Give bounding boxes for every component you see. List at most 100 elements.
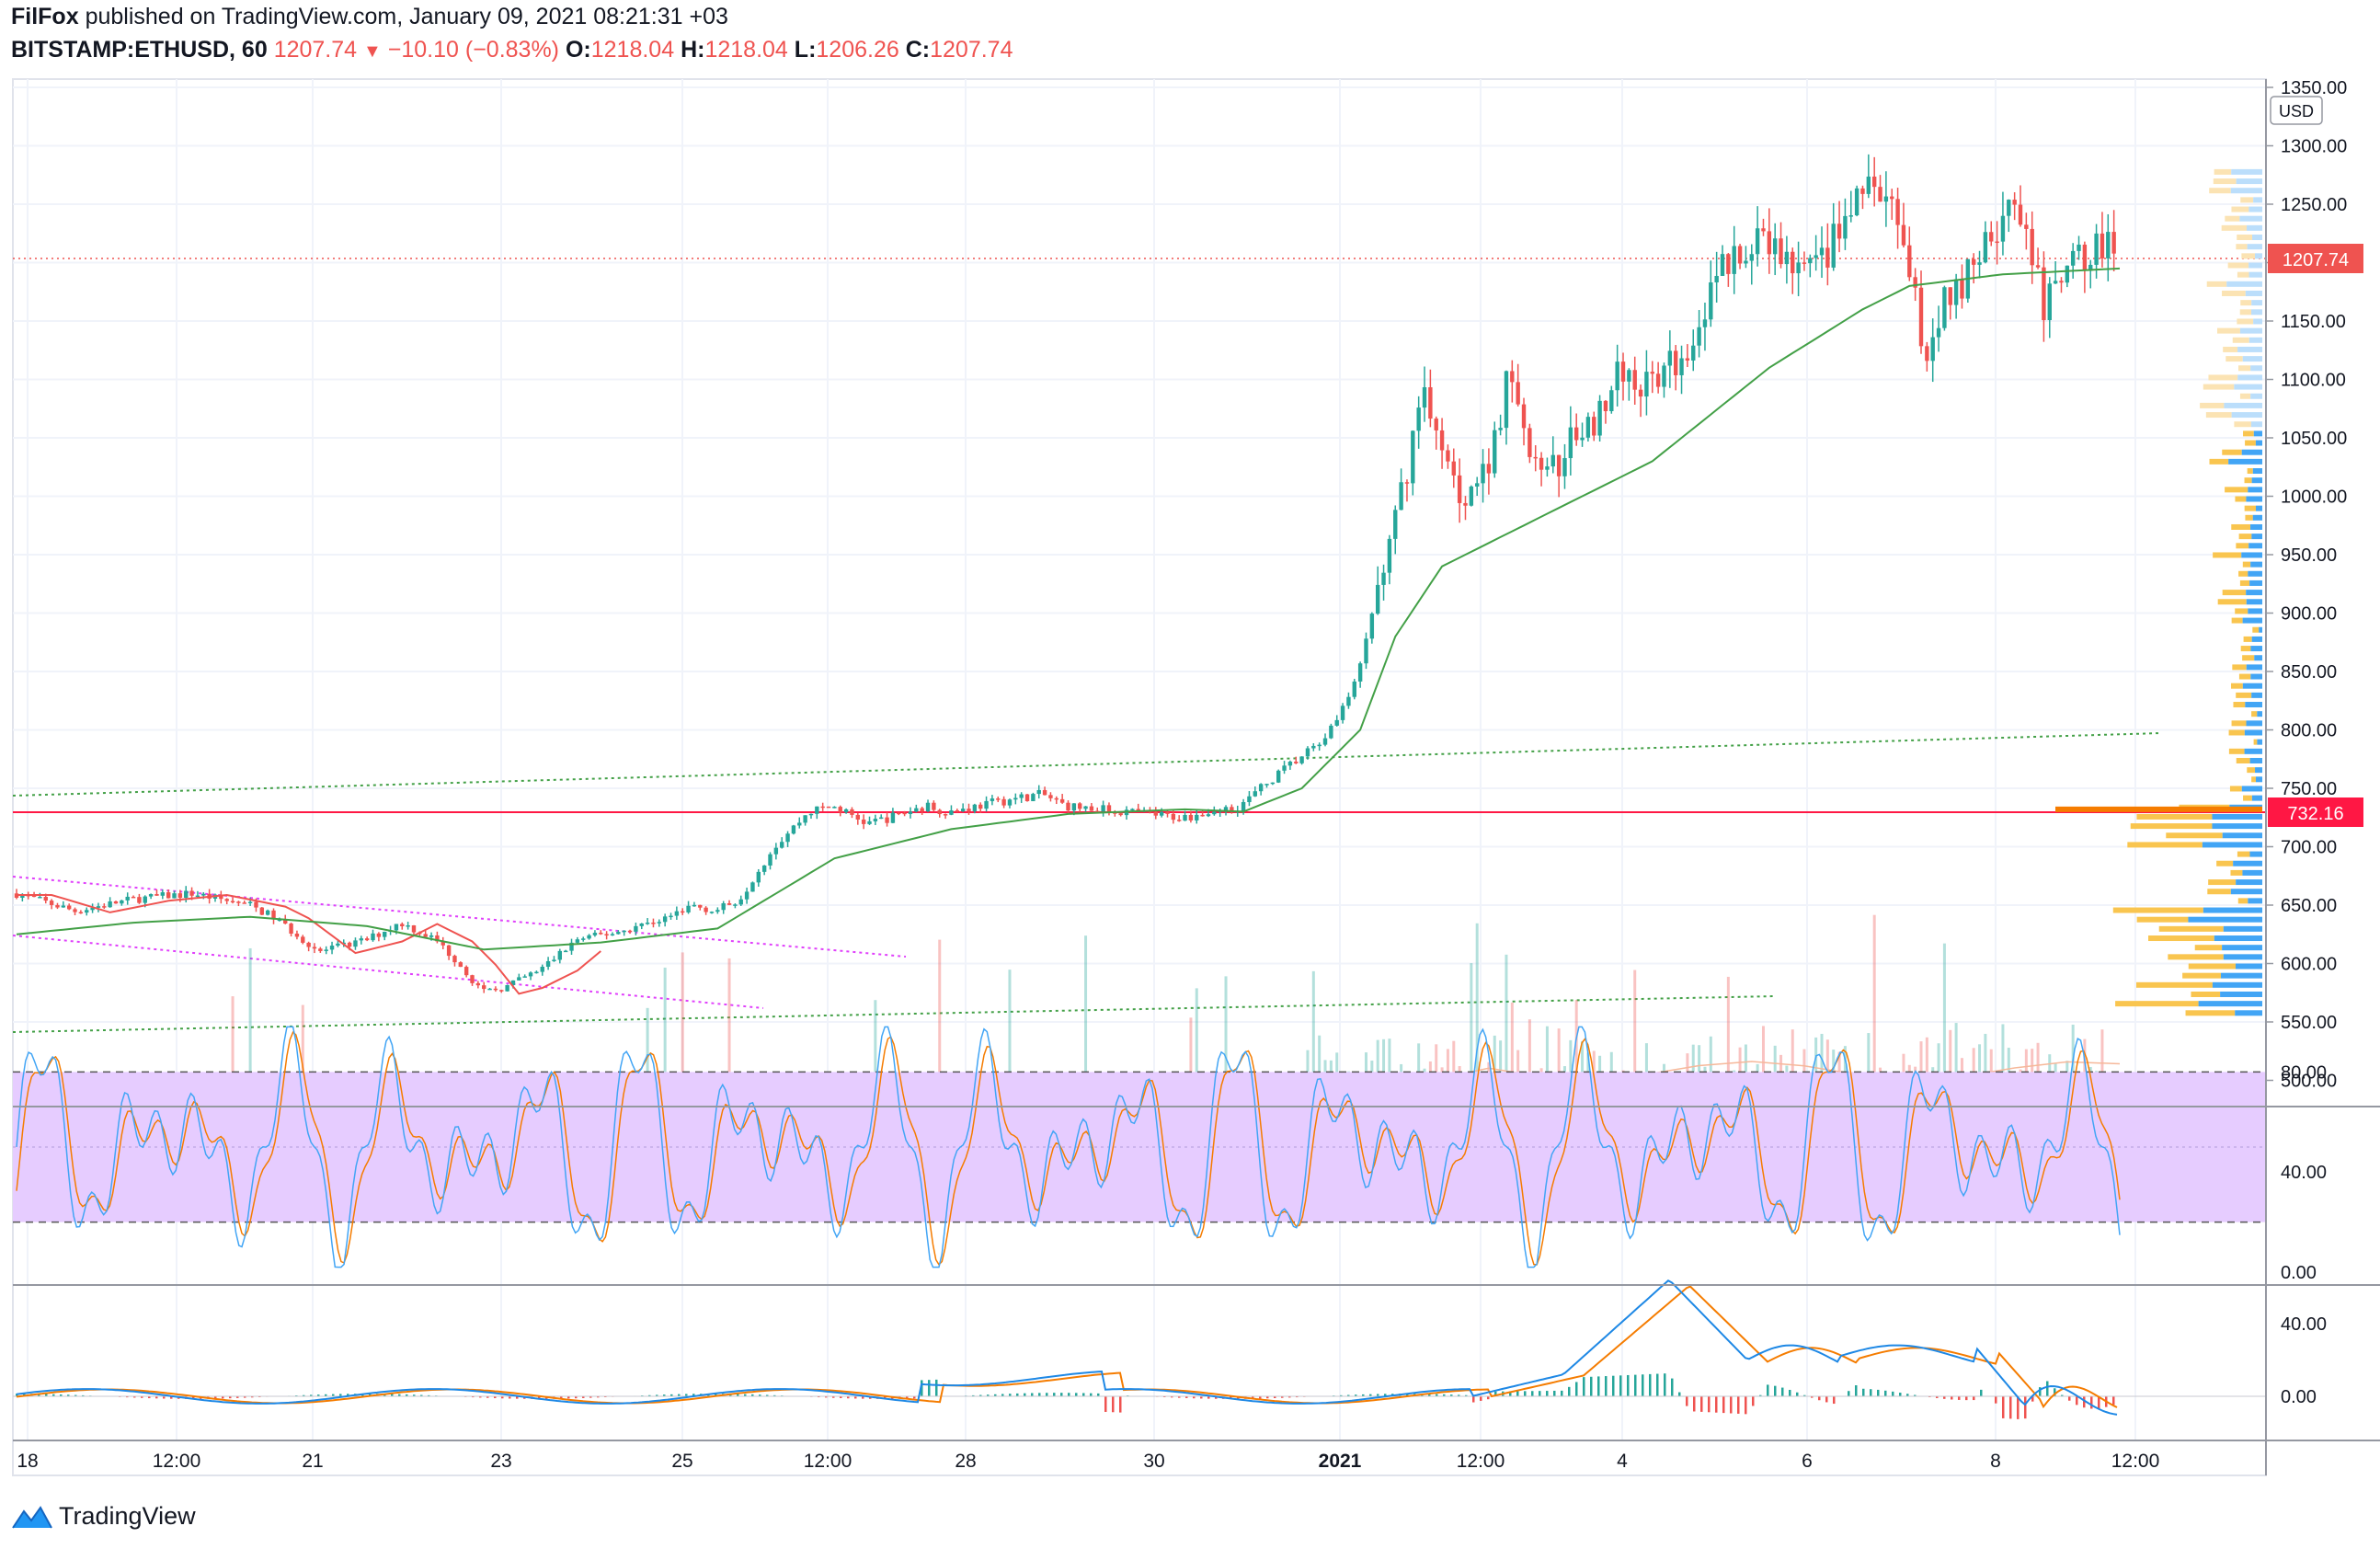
vp-down-bar [2231,523,2251,530]
vp-up-bar [2223,954,2262,960]
candle-body [1024,794,1030,801]
macd-hist-bar [1060,1393,1063,1396]
price-tick-label: 950.00 [2281,545,2337,566]
vp-up-bar [2231,168,2262,175]
pattern-lines [12,258,2266,1033]
vp-down-bar [2208,879,2237,886]
candle-body [470,975,475,983]
candle-body [1381,572,1386,585]
vp-up-bar [2249,757,2262,763]
macd-hist-bar [1958,1396,1961,1400]
macd-hist-bar [52,1394,55,1396]
candle-body [785,833,790,843]
vp-up-bar [2259,626,2262,633]
vp-up-bar [2233,860,2262,866]
candle-body [131,896,136,899]
macd-hist-bar [1104,1396,1107,1412]
candle-body [2111,232,2116,254]
vp-down-bar [2243,795,2252,801]
vp-up-bar [2212,981,2262,988]
vp-down-bar [2158,925,2224,932]
candle-body [820,806,825,809]
vp-down-bar [2194,945,2223,951]
candle-body [1983,232,1988,263]
vp-down-bar [2231,683,2243,689]
volume-bar [1872,914,1876,1104]
grid [13,79,2266,1440]
macd-hist-bar [1936,1396,1939,1398]
volume-bar [663,967,667,1104]
vp-up-bar [2255,767,2262,774]
candle-body [727,902,732,905]
candle-body [604,934,609,935]
candle-body [219,894,223,900]
vp-up-bar [2242,869,2262,876]
vp-up-bar [2256,505,2262,511]
candle-body [721,902,726,911]
volume-bar [1925,1037,1928,1104]
tradingview-logo-icon [12,1506,52,1529]
candle-body [1726,254,1731,274]
candle-body [634,925,638,932]
tradingview-logo[interactable]: TradingView [11,1497,196,1534]
macd-hist-bar [567,1396,570,1399]
macd-hist-bar [1700,1396,1703,1412]
macd-hist-bar [906,1396,909,1399]
price-axis[interactable]: 1350.001300.001250.001200.001150.001100.… [2266,78,2347,1092]
vp-up-bar [2246,720,2262,727]
price-tick-label: 1000.00 [2281,488,2347,508]
candle-body [1603,400,1608,411]
candle-body [1375,584,1380,614]
candle-body [1387,538,1392,573]
macd-hist-bar [2083,1396,2086,1408]
price-tick-label: 500.00 [2281,1072,2337,1092]
price-tick-label: 750.00 [2281,779,2337,799]
candle-body [294,933,300,937]
candle-body [1948,287,1952,305]
symbol-name[interactable]: BITSTAMP:ETHUSD, 60 [11,37,268,63]
macd-hist-bar [509,1396,511,1399]
macd-hist-bar [1877,1389,1880,1396]
candle-body [761,865,767,872]
vp-down-bar [2214,168,2232,175]
currency-badge[interactable] [2270,96,2323,125]
price-tick-label: 900.00 [2281,604,2337,625]
candle-body [943,814,948,816]
candle-body [1749,254,1754,261]
vp-down-bar [2253,739,2258,745]
candle-body [1510,371,1515,383]
candle-body [1078,803,1082,809]
candle-body [148,894,154,897]
vp-down-bar [2229,786,2242,792]
macd-hist-bar [1458,1394,1460,1396]
vp-down-bar [2231,720,2247,727]
vp-up-bar [2235,1010,2262,1016]
candle-body [1667,350,1673,366]
vp-up-bar [2249,851,2262,857]
price-tick-label: 800.00 [2281,721,2337,741]
macd-hist-bar [229,1396,232,1399]
candle-body [493,988,498,991]
vp-up-bar [2251,309,2262,316]
candle-body [780,842,784,848]
macd-hist-bar [1899,1393,1902,1396]
candle-body [885,817,889,823]
candle-body [890,812,896,823]
price-tick-label: 600.00 [2281,955,2337,975]
author-name[interactable]: FilFox [11,4,79,29]
vp-up-bar [2226,281,2262,287]
macd-hist-bar [1362,1394,1365,1396]
macd-hist-bar [832,1396,835,1398]
candle-body [937,809,942,815]
candle-body [557,950,563,960]
vp-down-bar [2243,430,2254,437]
vp-down-bar [2206,281,2227,287]
ema-line [17,893,601,995]
vp-up-bar [2246,664,2262,671]
time-axis[interactable]: 18 12:00 21 23 25 12:00 28 30 2021 12:00 4 6 8 12:00 [17,1451,2159,1472]
volume-bar [1984,1033,1987,1104]
high-label: H: [681,37,705,63]
candle-body [803,815,807,823]
candle-body [1031,794,1036,801]
